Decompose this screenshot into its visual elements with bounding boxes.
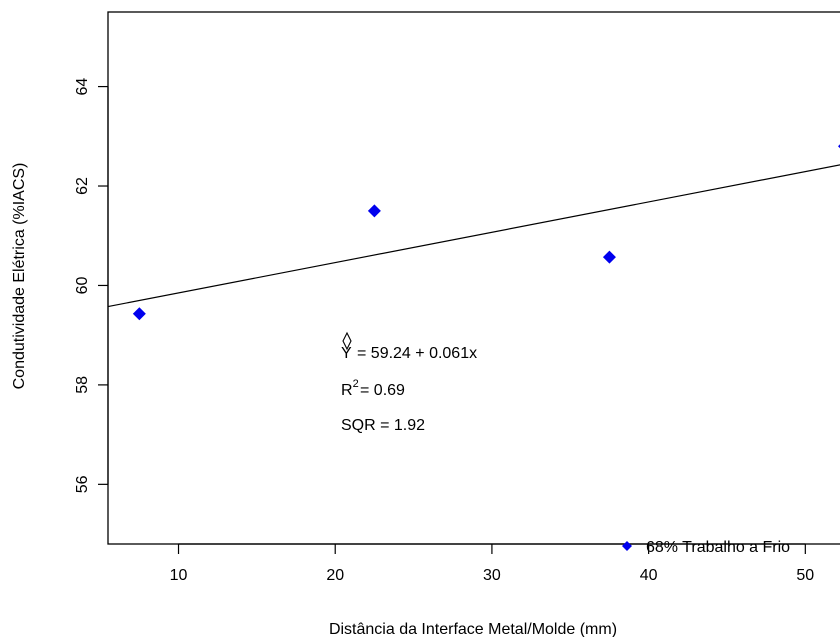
legend-marker-icon xyxy=(622,541,632,551)
x-tick-label: 50 xyxy=(796,567,814,584)
annotation-equation: Y = 59.24 + 0.061x xyxy=(341,331,477,362)
data-point xyxy=(132,307,146,321)
x-axis-label: Distância da Interface Metal/Molde (mm) xyxy=(329,621,617,637)
data-points xyxy=(132,144,840,321)
sqr-text: SQR = 1.92 xyxy=(341,417,425,434)
y-tick-label: 58 xyxy=(74,376,91,394)
x-tick-label: 40 xyxy=(640,567,658,584)
x-tick-label: 10 xyxy=(170,567,188,584)
annotation-r2: R2 = 0.69 xyxy=(341,378,405,399)
data-point xyxy=(837,144,840,149)
x-tick-label: 20 xyxy=(326,567,344,584)
data-point xyxy=(367,204,381,218)
y-tick-label: 60 xyxy=(74,276,91,294)
y-tick-label: 62 xyxy=(74,177,91,195)
y-tick-label: 56 xyxy=(74,475,91,493)
y-tick-label: 64 xyxy=(74,78,91,96)
equation-text: = 59.24 + 0.061x xyxy=(357,345,477,362)
y-axis-label: Condutividade Elétrica (%IACS) xyxy=(11,163,28,390)
hat-diamond-icon xyxy=(342,331,352,351)
plot-frame xyxy=(107,11,840,545)
data-point xyxy=(602,250,616,264)
legend: 68% Trabalho a Frio xyxy=(622,539,790,556)
legend-label: 68% Trabalho a Frio xyxy=(646,539,790,556)
r2-symbol: R2 xyxy=(341,378,359,399)
y-hat-symbol: Y xyxy=(341,345,352,362)
r2-text: = 0.69 xyxy=(360,382,405,399)
x-tick-label: 30 xyxy=(483,567,501,584)
fit-line xyxy=(107,164,840,308)
x-axis: 10 20 30 40 50 xyxy=(170,543,814,584)
y-axis: 56 58 60 62 64 xyxy=(74,78,109,493)
